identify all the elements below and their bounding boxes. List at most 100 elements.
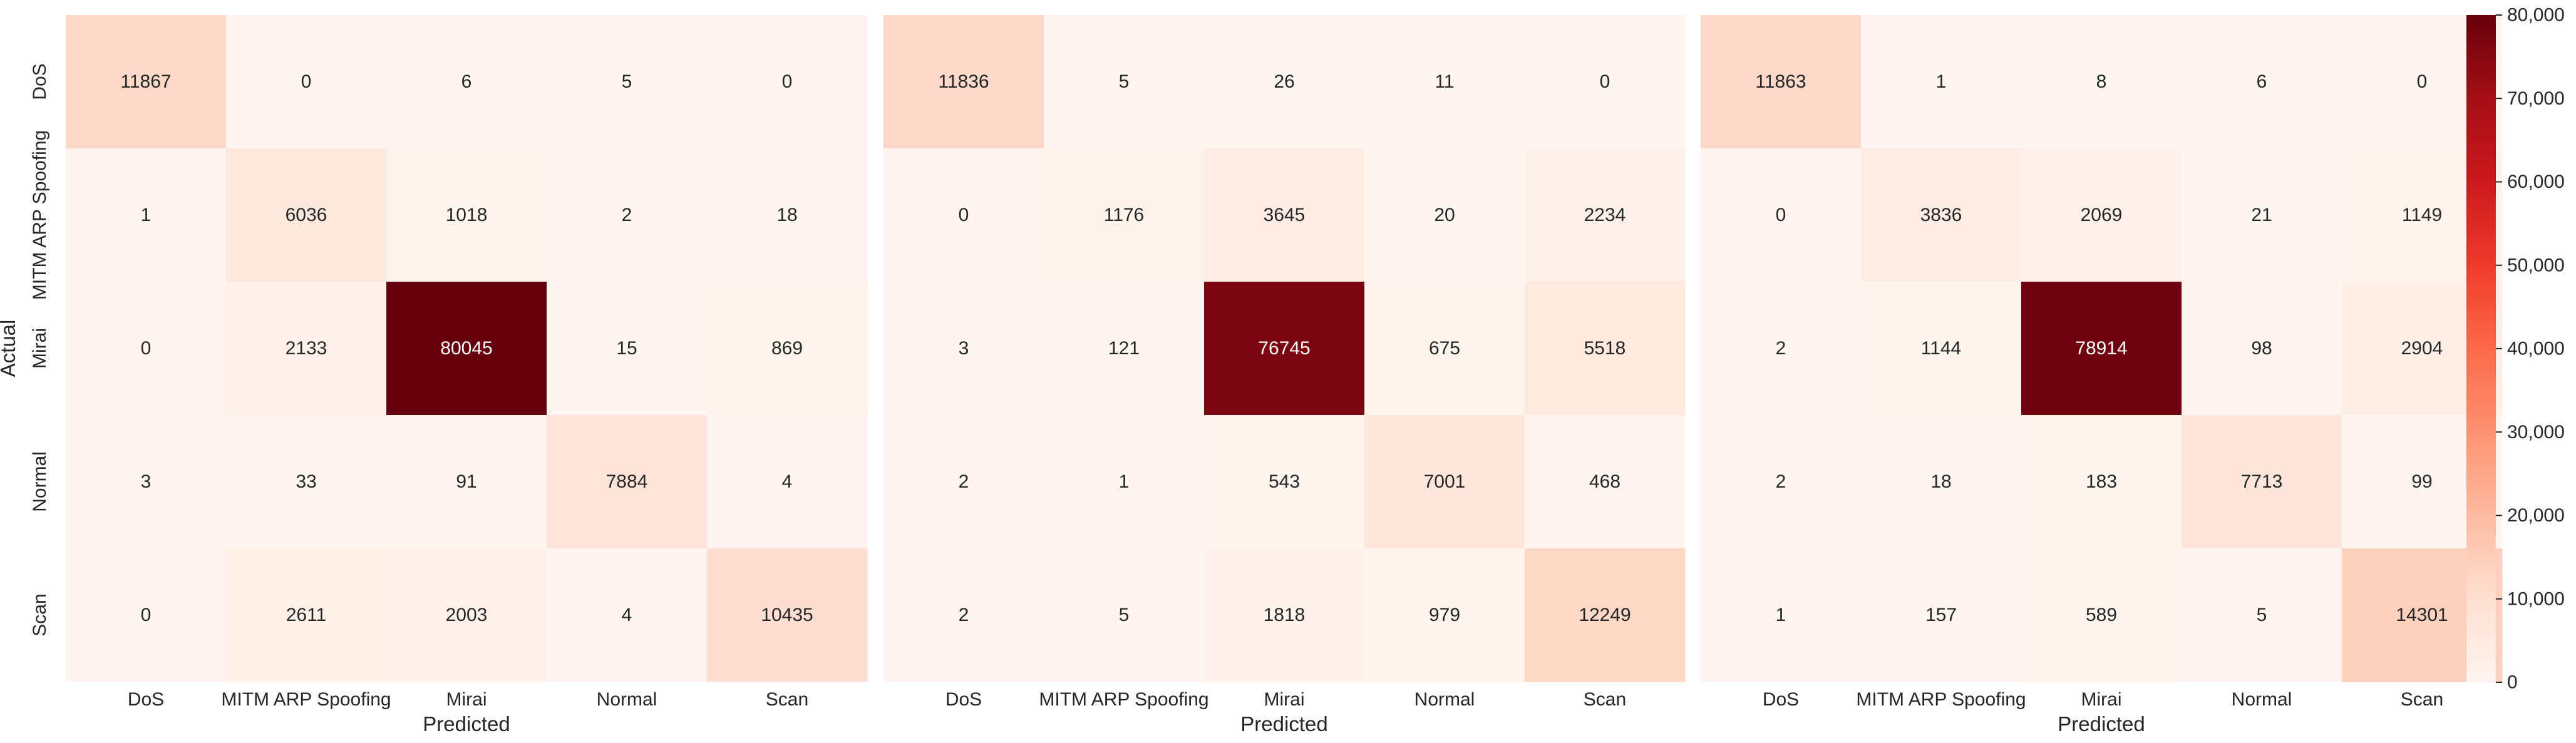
heatmap-cell <box>226 282 387 416</box>
heatmap-cell <box>2021 548 2182 682</box>
x-tick-label: Scan <box>2401 689 2443 710</box>
heatmap-cell <box>547 548 708 682</box>
cell-value-label: 7713 <box>2241 471 2283 492</box>
heatmap-cell <box>386 148 547 282</box>
heatmap-cell <box>66 548 227 682</box>
heatmap-cell <box>1204 282 1365 416</box>
cell-value-label: 543 <box>1269 471 1300 492</box>
heatmap-cell <box>66 415 227 549</box>
cell-value-label: 1176 <box>1104 205 1145 225</box>
heatmap-cell <box>707 148 868 282</box>
heatmap-cell <box>547 415 708 549</box>
heatmap-cell <box>1044 148 1205 282</box>
cell-value-label: 468 <box>1589 471 1620 492</box>
heatmap-cell <box>1364 548 1525 682</box>
cell-value-label: 2 <box>1776 471 1786 492</box>
x-tick-label: DoS <box>1763 689 1799 710</box>
cell-value-label: 1 <box>1119 471 1130 492</box>
heatmap-cell <box>1525 415 1686 549</box>
cell-value-label: 0 <box>2417 71 2428 92</box>
heatmap-cell <box>2021 415 2182 549</box>
cell-value-label: 0 <box>141 338 152 359</box>
cell-value-label: 0 <box>1776 205 1786 225</box>
heatmap-cell <box>1204 148 1365 282</box>
cell-value-label: 91 <box>456 471 477 492</box>
heatmap-cell <box>1044 548 1205 682</box>
colorbar-tick-label: 50,000 <box>2507 255 2565 275</box>
heatmap-cell <box>1701 282 1862 416</box>
heatmap-cell <box>884 282 1044 416</box>
colorbar: 0 10,000 20,000 30,000 40,000 50,000 60,000 70,… <box>2466 5 2565 693</box>
cell-value-label: 2 <box>1776 338 1786 359</box>
heatmap-cell <box>66 15 227 149</box>
cell-value-label: 1144 <box>1921 338 1962 359</box>
cell-value-label: 20 <box>1434 205 1455 225</box>
heatmap-cell <box>226 148 387 282</box>
cell-value-label: 5 <box>1119 71 1130 92</box>
colorbar-tick-label: 60,000 <box>2507 172 2565 192</box>
cell-value-label: 2611 <box>286 605 327 625</box>
cell-value-label: 2 <box>622 205 632 225</box>
cell-value-label: 14301 <box>2396 605 2448 625</box>
cell-value-label: 80045 <box>440 338 492 359</box>
colorbar-gradient <box>2466 15 2496 682</box>
heatmap-cell <box>2021 15 2182 149</box>
cell-value-label: 99 <box>2411 471 2432 492</box>
cell-value-label: 2069 <box>2081 205 2123 225</box>
x-tick-label: MITM ARP Spoofing <box>1039 689 1208 710</box>
cell-value-label: 979 <box>1429 605 1460 625</box>
heatmap-cell <box>1861 548 2022 682</box>
cell-value-label: 8 <box>2096 71 2107 92</box>
heatmap-cell <box>884 548 1044 682</box>
heatmap-cell <box>386 15 547 149</box>
heatmap-cell <box>1861 15 2022 149</box>
cell-value-label: 157 <box>1925 605 1957 625</box>
cell-value-label: 33 <box>296 471 316 492</box>
cell-value-label: 2904 <box>2401 338 2443 359</box>
colorbar-tick-label: 80,000 <box>2507 5 2565 26</box>
cell-value-label: 5 <box>1119 605 1130 625</box>
cell-value-label: 18 <box>1930 471 1951 492</box>
cell-value-label: 675 <box>1429 338 1460 359</box>
x-tick-label: Normal <box>1414 689 1475 710</box>
heatmap-cell <box>1044 282 1205 416</box>
cell-value-label: 4 <box>622 605 632 625</box>
heatmap-cell <box>1701 415 1862 549</box>
heatmap-cell <box>1204 15 1365 149</box>
heatmap-cell <box>1525 548 1686 682</box>
heatmap-cell <box>884 415 1044 549</box>
cell-value-label: 0 <box>1600 71 1610 92</box>
cell-value-label: 869 <box>771 338 803 359</box>
heatmap-cell <box>1701 15 1862 149</box>
heatmap-cell <box>1364 415 1525 549</box>
cell-value-label: 5 <box>2257 605 2267 625</box>
heatmap-cell <box>2182 415 2342 549</box>
cell-value-label: 6 <box>461 71 472 92</box>
cell-value-label: 2 <box>959 605 969 625</box>
cell-value-label: 0 <box>141 605 152 625</box>
x-tick-label: Scan <box>1584 689 1626 710</box>
heatmap-cell <box>2182 148 2342 282</box>
heatmap-cell <box>386 548 547 682</box>
colorbar-tick-label: 20,000 <box>2507 505 2565 526</box>
cell-value-label: 3 <box>959 338 969 359</box>
heatmap-cell <box>386 282 547 416</box>
heatmap-cell <box>1364 148 1525 282</box>
heatmap-cell <box>1861 148 2022 282</box>
x-tick-label: DoS <box>945 689 982 710</box>
cell-value-label: 12249 <box>1579 605 1631 625</box>
x-axis-label: Predicted <box>1240 712 1327 735</box>
heatmap-cell <box>1364 15 1525 149</box>
y-tick-label: Mirai <box>29 328 50 369</box>
heatmap-cell <box>2021 148 2182 282</box>
heatmap-cell <box>1525 15 1686 149</box>
heatmap-cell <box>1044 415 1205 549</box>
cell-value-label: 0 <box>301 71 312 92</box>
heatmap-cell <box>547 15 708 149</box>
cell-value-label: 2133 <box>286 338 327 359</box>
y-tick-label: Normal <box>29 451 50 512</box>
cell-value-label: 1 <box>1936 71 1947 92</box>
cell-value-label: 183 <box>2086 471 2117 492</box>
cell-value-label: 2 <box>959 471 969 492</box>
